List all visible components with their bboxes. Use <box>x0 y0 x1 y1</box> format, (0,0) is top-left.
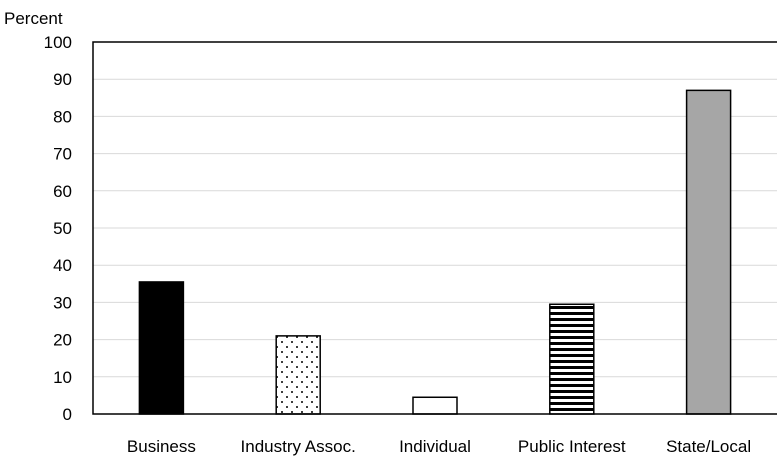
x-tick-label: Industry Assoc. <box>241 437 356 456</box>
bar-business <box>138 281 185 415</box>
plot-frame <box>92 41 777 415</box>
bar-state-local <box>685 89 732 415</box>
gridlines <box>93 78 777 378</box>
axes <box>92 41 777 415</box>
y-axis-title: Percent <box>4 9 63 28</box>
y-tick-label: 80 <box>53 107 72 126</box>
x-tick-labels: Business Industry Assoc. Individual Public … <box>127 437 751 456</box>
y-tick-label: 40 <box>53 256 72 275</box>
bar-industry-assoc <box>275 335 321 415</box>
x-tick-label: Public Interest <box>518 437 626 456</box>
y-tick-labels: 0 10 20 30 40 50 60 70 80 90 100 <box>44 33 72 424</box>
y-tick-label: 10 <box>53 368 72 387</box>
y-tick-label: 30 <box>53 293 72 312</box>
y-tick-label: 20 <box>53 331 72 350</box>
bar-public-interest <box>549 303 595 415</box>
bar-individual <box>412 396 458 415</box>
y-tick-label: 60 <box>53 182 72 201</box>
bars <box>138 89 732 415</box>
y-tick-label: 70 <box>53 145 72 164</box>
x-tick-label: State/Local <box>666 437 751 456</box>
x-tick-label: Individual <box>399 437 471 456</box>
y-tick-label: 100 <box>44 33 72 52</box>
y-tick-label: 50 <box>53 219 72 238</box>
y-tick-label: 90 <box>53 70 72 89</box>
y-tick-label: 0 <box>63 405 72 424</box>
x-tick-label: Business <box>127 437 196 456</box>
